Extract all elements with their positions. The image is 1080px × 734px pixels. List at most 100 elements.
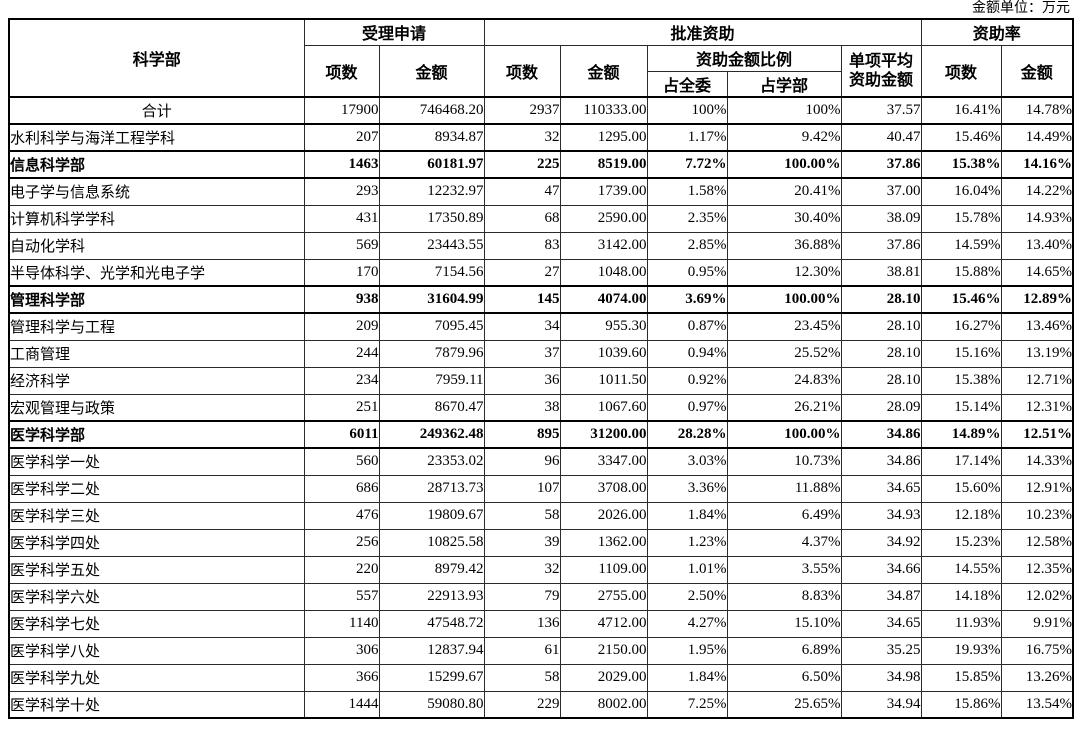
value-cell: 234 <box>303 366 380 395</box>
value-cell: 686 <box>303 474 380 503</box>
value-cell: 47548.72 <box>378 609 485 638</box>
value-cell: 1.95% <box>646 636 728 665</box>
value-cell: 0.92% <box>646 366 728 395</box>
table-row: 医学科学四处 256 10825.58 39 1362.00 1.23% 4.37% 34.9… <box>8 528 1074 557</box>
value-cell: 11.93% <box>920 609 1002 638</box>
value-cell: 100% <box>726 96 842 125</box>
value-cell: 14.78% <box>1000 96 1074 125</box>
value-cell: 9.91% <box>1000 609 1074 638</box>
value-cell: 1.01% <box>646 555 728 584</box>
value-cell: 1.23% <box>646 528 728 557</box>
value-cell: 26.21% <box>726 393 842 422</box>
department-cell: 医学科学九处 <box>8 663 305 692</box>
value-cell: 8002.00 <box>559 690 648 719</box>
col-header-accept-items: 项数 <box>303 44 380 98</box>
value-cell: 15.46% <box>920 123 1002 152</box>
value-cell: 19809.67 <box>378 501 485 530</box>
value-cell: 4074.00 <box>559 285 648 314</box>
value-cell: 170 <box>303 258 380 287</box>
value-cell: 2.85% <box>646 231 728 260</box>
col-header-of-department: 占学部 <box>726 70 842 98</box>
value-cell: 12232.97 <box>378 177 485 206</box>
value-cell: 2.50% <box>646 582 728 611</box>
value-cell: 1109.00 <box>559 555 648 584</box>
avg-header-line1: 单项平均 <box>849 52 914 70</box>
department-cell: 合计 <box>8 96 305 125</box>
col-header-approve-amount: 金额 <box>559 44 648 98</box>
value-cell: 15.38% <box>920 150 1002 179</box>
value-cell: 12.71% <box>1000 366 1074 395</box>
value-cell: 37 <box>483 339 561 368</box>
value-cell: 560 <box>303 447 380 476</box>
value-cell: 23443.55 <box>378 231 485 260</box>
value-cell: 13.19% <box>1000 339 1074 368</box>
value-cell: 2026.00 <box>559 501 648 530</box>
value-cell: 0.95% <box>646 258 728 287</box>
value-cell: 3.55% <box>726 555 842 584</box>
value-cell: 569 <box>303 231 380 260</box>
col-header-of-committee: 占全委 <box>646 70 728 98</box>
table-row: 电子学与信息系统 293 12232.97 47 1739.00 1.58% 20.41% 3… <box>8 177 1074 206</box>
table-row: 自动化学科 569 23443.55 83 3142.00 2.85% 36.88% 37.8… <box>8 231 1074 260</box>
value-cell: 7879.96 <box>378 339 485 368</box>
value-cell: 12.30% <box>726 258 842 287</box>
group-header-amount-ratio: 资助金额比例 <box>646 44 842 72</box>
table-row: 医学科学二处 686 28713.73 107 3708.00 3.36% 11.88% 34… <box>8 474 1074 503</box>
value-cell: 3347.00 <box>559 447 648 476</box>
value-cell: 14.65% <box>1000 258 1074 287</box>
value-cell: 12.31% <box>1000 393 1074 422</box>
value-cell: 12.89% <box>1000 285 1074 314</box>
department-cell: 电子学与信息系统 <box>8 177 305 206</box>
value-cell: 8979.42 <box>378 555 485 584</box>
department-cell: 水利科学与海洋工程学科 <box>8 123 305 152</box>
value-cell: 7.72% <box>646 150 728 179</box>
value-cell: 13.54% <box>1000 690 1074 719</box>
value-cell: 2029.00 <box>559 663 648 692</box>
value-cell: 476 <box>303 501 380 530</box>
group-header-accepted-applications: 受理申请 <box>303 18 485 46</box>
value-cell: 37.00 <box>840 177 922 206</box>
value-cell: 895 <box>483 420 561 449</box>
value-cell: 557 <box>303 582 380 611</box>
table-body: 合计 17900 746468.20 2937 110333.00 100% 100% 37.… <box>8 96 1074 719</box>
value-cell: 3708.00 <box>559 474 648 503</box>
value-cell: 1.58% <box>646 177 728 206</box>
department-cell: 医学科学三处 <box>8 501 305 530</box>
value-cell: 13.46% <box>1000 312 1074 341</box>
value-cell: 1067.60 <box>559 393 648 422</box>
value-cell: 14.93% <box>1000 204 1074 233</box>
col-header-approve-items: 项数 <box>483 44 561 98</box>
value-cell: 10.73% <box>726 447 842 476</box>
value-cell: 15.60% <box>920 474 1002 503</box>
table-row: 管理科学部 938 31604.99 145 4074.00 3.69% 100.00% 28… <box>8 285 1074 314</box>
value-cell: 2150.00 <box>559 636 648 665</box>
value-cell: 110333.00 <box>559 96 648 125</box>
value-cell: 31200.00 <box>559 420 648 449</box>
value-cell: 251 <box>303 393 380 422</box>
value-cell: 12.02% <box>1000 582 1074 611</box>
value-cell: 1739.00 <box>559 177 648 206</box>
value-cell: 1295.00 <box>559 123 648 152</box>
value-cell: 28.28% <box>646 420 728 449</box>
value-cell: 25.65% <box>726 690 842 719</box>
value-cell: 59080.80 <box>378 690 485 719</box>
value-cell: 20.41% <box>726 177 842 206</box>
department-cell: 管理科学部 <box>8 285 305 314</box>
value-cell: 293 <box>303 177 380 206</box>
value-cell: 8.83% <box>726 582 842 611</box>
value-cell: 16.27% <box>920 312 1002 341</box>
value-cell: 27 <box>483 258 561 287</box>
value-cell: 32 <box>483 123 561 152</box>
department-cell: 自动化学科 <box>8 231 305 260</box>
value-cell: 7095.45 <box>378 312 485 341</box>
table-row: 医学科学一处 560 23353.02 96 3347.00 3.03% 10.73% 34.… <box>8 447 1074 476</box>
value-cell: 34 <box>483 312 561 341</box>
value-cell: 23353.02 <box>378 447 485 476</box>
value-cell: 37.86 <box>840 231 922 260</box>
value-cell: 7959.11 <box>378 366 485 395</box>
value-cell: 15.23% <box>920 528 1002 557</box>
table-row: 计算机科学学科 431 17350.89 68 2590.00 2.35% 30.40% 38… <box>8 204 1074 233</box>
value-cell: 15.88% <box>920 258 1002 287</box>
value-cell: 8519.00 <box>559 150 648 179</box>
